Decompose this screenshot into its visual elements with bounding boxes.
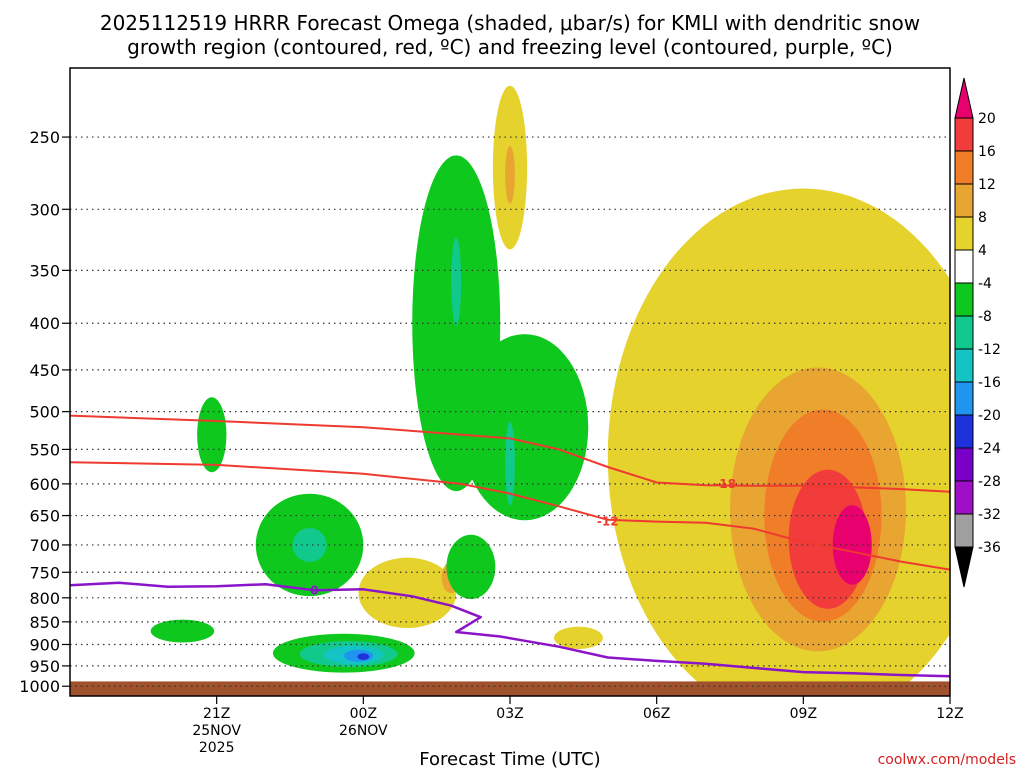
- colorbar-label-1: 16: [978, 144, 996, 160]
- y-tick-label-650: 650: [29, 507, 60, 526]
- colorbar-label-9: -20: [978, 408, 1001, 424]
- y-axis: 250 300 350 400 450 500 550 600 650 700 750 800 850 9…: [19, 128, 70, 696]
- omega-region-1: [505, 145, 515, 204]
- colorbar-label-8: -16: [978, 375, 1001, 391]
- colorbar-segment-9: [954, 381, 974, 416]
- contour-minus12-label: -12: [597, 515, 619, 529]
- colorbar-label-13: -36: [978, 540, 1001, 556]
- colorbar-label-6: -8: [978, 309, 992, 325]
- colorbar-label-0: 20: [978, 111, 996, 127]
- colorbar-segment-12: [954, 480, 974, 515]
- gridlines: [70, 136, 950, 687]
- y-tick-label-950: 950: [29, 657, 60, 676]
- omega-region-14: [197, 397, 227, 473]
- colorbar-label-12: -32: [978, 507, 1001, 523]
- y-tick-label-900: 900: [29, 635, 60, 654]
- colorbar-segment-4: [954, 216, 974, 251]
- colorbar-segment-2: [954, 150, 974, 185]
- colorbar-segment-8: [954, 348, 974, 383]
- y-tick-label-850: 850: [29, 613, 60, 632]
- y-tick-label-250: 250: [29, 128, 60, 147]
- y-tick-label-400: 400: [29, 314, 60, 333]
- colorbar-label-7: -12: [978, 342, 1001, 358]
- y-tick-label-450: 450: [29, 361, 60, 380]
- y-tick-label-600: 600: [29, 475, 60, 494]
- colorbar-segment-10: [954, 414, 974, 449]
- y-tick-label-550: 550: [29, 440, 60, 459]
- colorbar-segment-1: [954, 117, 974, 152]
- colorbar: 20 16 12 8 4 -4 -8 -12 -16 -20 -24 -28 -32 -36: [954, 77, 1001, 588]
- freezing-level-line: [70, 581, 950, 678]
- contour-minus18-label: -18: [714, 477, 736, 491]
- omega-region-16: [292, 527, 327, 562]
- y-tick-label-800: 800: [29, 589, 60, 608]
- colorbar-bottom-arrow: [954, 546, 974, 588]
- contour-lines: -18 -12 0: [70, 414, 950, 678]
- x-tick-label-3-0: 06Z: [643, 706, 670, 722]
- colorbar-label-3: 8: [978, 210, 987, 226]
- colorbar-segment-11: [954, 447, 974, 482]
- omega-region-7: [358, 557, 457, 629]
- x-tick-label-0-1: 25NOV: [192, 723, 241, 739]
- colorbar-label-10: -24: [978, 441, 1001, 457]
- colorbar-label-5: -4: [978, 276, 992, 292]
- colorbar-segment-5: [954, 249, 974, 284]
- x-tick-label-2-0: 03Z: [496, 706, 523, 722]
- colorbar-segment-6: [954, 282, 974, 317]
- contour-minus12-line: [70, 461, 950, 571]
- y-tick-label-750: 750: [29, 563, 60, 582]
- chart-title-line-1: 2025112519 HRRR Forecast Omega (shaded, …: [100, 11, 920, 35]
- y-tick-label-300: 300: [29, 200, 60, 219]
- omega-region-13: [505, 421, 515, 506]
- colorbar-segment-3: [954, 183, 974, 218]
- y-tick-label-1000: 1000: [19, 677, 60, 696]
- y-tick-label-350: 350: [29, 261, 60, 280]
- x-tick-label-1-1: 26NOV: [339, 723, 388, 739]
- omega-region-18: [150, 619, 215, 643]
- contour-minus18-line: [70, 414, 950, 493]
- colorbar-segment-13: [954, 513, 974, 548]
- x-tick-label-1-0: 00Z: [350, 706, 377, 722]
- y-tick-label-700: 700: [29, 536, 60, 555]
- credit-text: coolwx.com/models: [878, 752, 1016, 768]
- omega-region-11: [451, 237, 462, 326]
- plot-area: [70, 85, 950, 696]
- colorbar-label-11: -28: [978, 474, 1001, 490]
- chart-title-line-2: growth region (contoured, red, ºC) and f…: [127, 35, 893, 59]
- omega-region-23: [357, 653, 370, 661]
- omega-region-9: [554, 626, 603, 650]
- x-tick-label-4-0: 09Z: [790, 706, 817, 722]
- colorbar-label-2: 12: [978, 177, 996, 193]
- x-tick-label-0-2: 2025: [199, 740, 235, 756]
- y-tick-label-500: 500: [29, 403, 60, 422]
- freezing-level-label: 0: [310, 583, 318, 597]
- colorbar-segment-7: [954, 315, 974, 350]
- colorbar-label-4: 4: [978, 243, 987, 259]
- x-tick-label-5-0: 12Z: [936, 706, 963, 722]
- ground-fill: [70, 681, 950, 696]
- x-tick-label-0-0: 21Z: [203, 706, 230, 722]
- x-axis-label: Forecast Time (UTC): [419, 749, 600, 768]
- omega-region-17: [446, 534, 496, 600]
- omega-region-12: [461, 334, 589, 521]
